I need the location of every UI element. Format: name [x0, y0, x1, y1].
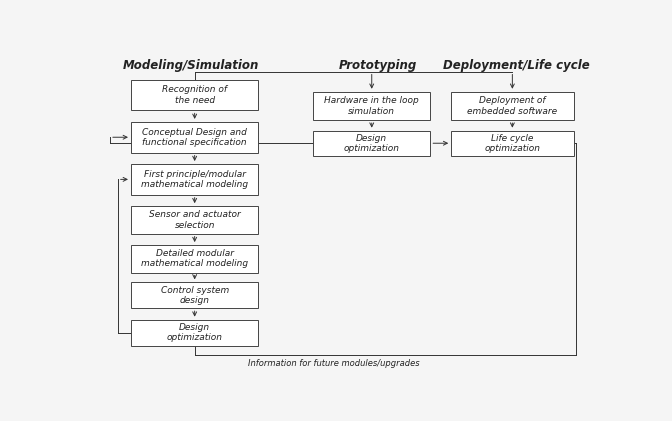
Text: Deployment of
embedded software: Deployment of embedded software [467, 96, 557, 116]
Text: Deployment/Life cycle: Deployment/Life cycle [443, 59, 589, 72]
FancyBboxPatch shape [131, 206, 259, 234]
Text: Design
optimization: Design optimization [167, 323, 222, 342]
FancyBboxPatch shape [451, 131, 574, 156]
FancyBboxPatch shape [131, 164, 259, 195]
Text: Design
optimization: Design optimization [344, 133, 400, 153]
Text: Conceptual Design and
functional specification: Conceptual Design and functional specifi… [142, 128, 247, 147]
Text: Information for future modules/upgrades: Information for future modules/upgrades [248, 359, 420, 368]
FancyBboxPatch shape [313, 92, 430, 120]
Text: Prototyping: Prototyping [339, 59, 417, 72]
FancyBboxPatch shape [131, 245, 259, 272]
FancyBboxPatch shape [131, 80, 259, 110]
Text: Recognition of
the need: Recognition of the need [162, 85, 227, 105]
Text: Hardware in the loop
simulation: Hardware in the loop simulation [325, 96, 419, 116]
FancyBboxPatch shape [131, 320, 259, 346]
Text: Detailed modular
mathematical modeling: Detailed modular mathematical modeling [141, 249, 248, 269]
FancyBboxPatch shape [131, 282, 259, 308]
Text: First principle/modular
mathematical modeling: First principle/modular mathematical mod… [141, 170, 248, 189]
FancyBboxPatch shape [313, 131, 430, 156]
FancyBboxPatch shape [131, 122, 259, 153]
FancyBboxPatch shape [451, 92, 574, 120]
Text: Control system
design: Control system design [161, 285, 228, 305]
Text: Life cycle
optimization: Life cycle optimization [485, 133, 540, 153]
Text: Modeling/Simulation: Modeling/Simulation [122, 59, 259, 72]
Text: Sensor and actuator
selection: Sensor and actuator selection [149, 210, 241, 229]
